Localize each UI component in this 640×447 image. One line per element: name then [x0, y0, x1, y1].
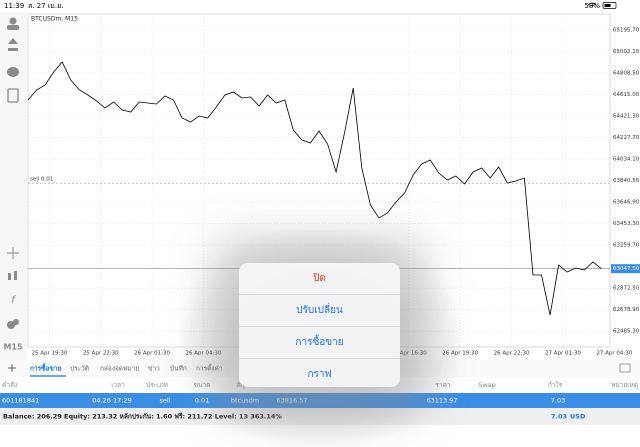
action-item[interactable]: ปรับเปลี่ยน [239, 295, 400, 327]
column-header: Swap [478, 381, 496, 389]
table-cell: 7.03 [551, 397, 565, 405]
column-header: ประเภท [146, 381, 168, 389]
y-tick-label: 62485.30 [613, 329, 640, 335]
battery-icon [602, 2, 617, 9]
x-tick-label: 26 Apr 22:30 [494, 351, 530, 357]
tab[interactable]: การตั้งค่า [196, 364, 223, 373]
action-item[interactable]: กราฟ [307, 369, 332, 380]
column-header: หมายเหตุ [611, 381, 638, 389]
y-tick-label: 64421.30 [613, 114, 640, 120]
table-cell: 63816.57 [276, 397, 307, 405]
table-cell: btcusdm [231, 397, 259, 405]
x-tick-label: 26 Apr 19:30 [442, 351, 478, 357]
status-date: ส. 27 เม.ย. [28, 2, 63, 10]
x-tick-label: 26 Apr 16:30 [391, 351, 427, 357]
action-item[interactable]: ปิด [239, 263, 400, 295]
battery-level [604, 4, 611, 7]
y-tick-label: 64034.10 [613, 157, 640, 163]
y-tick-label: 65002.10 [613, 49, 640, 55]
column-header: คำสั่ง [2, 380, 17, 389]
table-cell: 63113.97 [426, 397, 457, 405]
y-tick-label: 62678.90 [613, 307, 640, 313]
summary-currency: USD [570, 413, 586, 421]
selected-row[interactable] [0, 393, 640, 408]
summary-profit: 7.03 [551, 413, 567, 421]
y-tick-label: 62872.50 [613, 286, 640, 292]
tab[interactable]: ประวัติ [70, 365, 89, 373]
status-bar [0, 0, 640, 12]
wifi-icon [587, 2, 597, 7]
summary-text: Balance: 206.29 Equity: 213.32 หลักประกั… [3, 413, 282, 421]
y-tick-label: 63259.70 [613, 243, 640, 249]
table-cell: 601181841 [2, 397, 39, 405]
layout-icon[interactable] [619, 363, 631, 373]
tab[interactable]: กล่องจดหมาย [100, 365, 139, 373]
y-tick-label: 63453.30 [613, 221, 640, 227]
action-sheet: ปิด ปรับเปลี่ยน การซื้อขายกราฟ [239, 263, 400, 387]
price-line-series [27, 61, 602, 316]
y-tick-label: 64615.00 [613, 92, 640, 98]
x-tick-label: 25 Apr 22:30 [83, 351, 119, 357]
chart-title: BTCUSDm, M15 [31, 16, 78, 23]
table-cell: 0.01 [195, 397, 209, 405]
tab[interactable]: ข่าว [148, 365, 160, 373]
column-header: กำไร [548, 381, 563, 389]
x-tick-label: 25 Apr 19:30 [31, 351, 67, 357]
x-tick-label: 27 Apr 04:30 [596, 351, 632, 357]
column-header: ราคา [435, 381, 450, 389]
status-time: 11:39 [4, 2, 24, 10]
y-tick-label: 65195.70 [613, 28, 640, 34]
y-tick-label: 63840.50 [613, 178, 640, 184]
action-item[interactable]: การซื้อขาย [239, 327, 400, 359]
x-tick-label: 27 Apr 01:30 [545, 351, 581, 357]
column-header: เวลา [111, 381, 125, 389]
tab[interactable]: บันทึก [170, 365, 187, 373]
add-icon[interactable] [8, 364, 16, 372]
y-tick-label: 64227.70 [613, 135, 640, 141]
x-tick-label: 26 Apr 01:30 [134, 351, 170, 357]
y-tick-label: 63646.90 [613, 200, 640, 206]
column-header: ขนาด [194, 381, 211, 389]
summary-row [0, 408, 640, 425]
left-toolbar [0, 12, 27, 360]
timeframe-label[interactable]: M15 [3, 343, 23, 352]
status-battery: 58% [584, 2, 600, 10]
y-tick-label: 64808.50 [613, 71, 640, 77]
order-line-label: sell 0.01 [30, 177, 53, 183]
price-tag [611, 264, 640, 274]
x-tick-label: 26 Apr 04:30 [186, 351, 222, 357]
toolbar-icons[interactable]: f [7, 17, 19, 330]
price-tag-label: 63047.50 [613, 266, 640, 272]
table-cell: 04.26 17:29 [92, 397, 131, 405]
table-cell: sell [160, 397, 171, 405]
tab[interactable]: การซื้อขาย [30, 363, 61, 373]
svg-text:f: f [11, 295, 16, 306]
